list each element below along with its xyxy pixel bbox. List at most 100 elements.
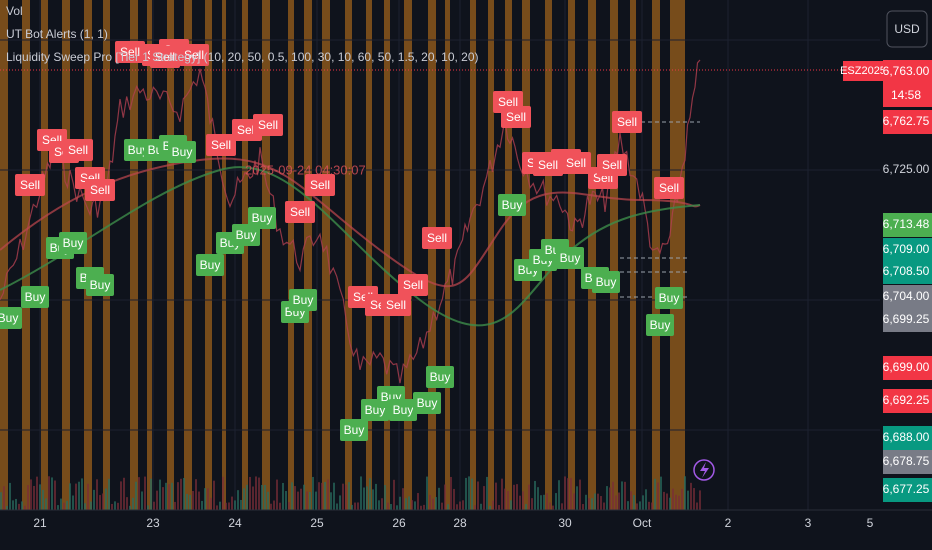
- buy-tag: [168, 141, 196, 163]
- volume-bar: [408, 496, 410, 510]
- price-tag: [883, 285, 932, 309]
- volume-bar: [219, 501, 221, 510]
- buy-tag: [86, 274, 114, 296]
- volume-bar: [165, 482, 167, 510]
- volume-bar: [423, 504, 425, 510]
- flash-icon[interactable]: [693, 459, 715, 481]
- volume-bar: [159, 479, 161, 510]
- sell-tag: [85, 179, 115, 201]
- volume-bar: [330, 492, 332, 510]
- price-label: 6,677.25: [883, 482, 930, 496]
- volume-bar: [546, 493, 548, 510]
- price-tag: [883, 450, 932, 474]
- volume-bar: [519, 495, 521, 510]
- price-label: 6,704.00: [883, 289, 930, 303]
- legend-strategy: Liquidity Sweep Pro [Tier 1 Strategy] (1…: [6, 50, 479, 64]
- volume-bar: [126, 497, 128, 510]
- volume-bar: [459, 501, 461, 510]
- volume-bar: [501, 478, 503, 510]
- signal-label: Sell: [506, 110, 526, 124]
- signal-label: Sell: [258, 118, 278, 132]
- buy-tag: [196, 254, 224, 276]
- volume-bar: [609, 487, 611, 510]
- currency[interactable]: USD: [894, 22, 920, 36]
- signal-label: Buy: [502, 198, 523, 212]
- volume-bar: [117, 502, 119, 510]
- volume-bar: [285, 491, 287, 510]
- buy-tag: [289, 289, 317, 311]
- volume-bar: [369, 478, 371, 510]
- volume-bar: [243, 488, 245, 510]
- buy-tag: [592, 271, 620, 293]
- time-label: 24: [228, 516, 242, 530]
- currency-button[interactable]: [886, 10, 928, 48]
- volume-bar: [222, 476, 224, 510]
- session-band: [84, 0, 92, 510]
- session-band: [630, 0, 636, 510]
- volume-bar: [447, 504, 449, 510]
- volume-bar: [414, 501, 416, 510]
- time-label: Oct: [633, 516, 652, 530]
- sell-tag: [422, 227, 452, 249]
- volume-bar: [621, 481, 623, 510]
- volume-bar: [270, 503, 272, 510]
- price-label: 6,688.00: [883, 430, 930, 444]
- volume-bar: [645, 489, 647, 510]
- volume-bar: [573, 493, 575, 510]
- volume-bar: [240, 499, 242, 510]
- volume-bar: [402, 488, 404, 510]
- signal-label: Sell: [184, 48, 204, 62]
- session-band: [41, 0, 48, 510]
- volume-bar: [615, 495, 617, 510]
- volume-bar: [627, 501, 629, 510]
- volume-bar: [18, 503, 20, 510]
- session-band: [0, 0, 8, 510]
- volume-bar: [687, 490, 689, 510]
- volume-bar: [156, 490, 158, 510]
- price-tag: [883, 60, 932, 84]
- buy-tag: [426, 366, 454, 388]
- signal-label: Sell: [155, 50, 175, 64]
- volume-bar: [93, 489, 95, 510]
- price-label: 6,763.00: [883, 64, 930, 78]
- session-band: [404, 0, 412, 510]
- volume-bar: [540, 495, 542, 510]
- legend-volume: Vol: [6, 4, 23, 18]
- signal-label: Sell: [602, 158, 622, 172]
- time-label: 21: [33, 516, 47, 530]
- volume-bar: [435, 497, 437, 510]
- volume-bar: [114, 501, 116, 510]
- volume-bar: [624, 481, 626, 510]
- session-band: [345, 0, 352, 510]
- volume-bar: [150, 478, 152, 510]
- volume-bar: [516, 484, 518, 510]
- session-band: [167, 0, 174, 510]
- price-label: 6,692.25: [883, 393, 930, 407]
- volume-bar: [633, 495, 635, 510]
- volume-bar: [441, 502, 443, 510]
- signal-label: Buy: [560, 251, 581, 265]
- volume-bar: [297, 491, 299, 510]
- volume-bar: [678, 495, 680, 510]
- volume-bar: [396, 505, 398, 510]
- volume-bar: [129, 505, 131, 510]
- volume-bar: [681, 488, 683, 510]
- volume-bar: [522, 491, 524, 510]
- volume-bar: [558, 480, 560, 510]
- volume-bar: [84, 503, 86, 510]
- volume-bar: [495, 482, 497, 510]
- volume-bar: [696, 502, 698, 510]
- volume-bar: [543, 494, 545, 510]
- volume-bar: [444, 484, 446, 510]
- volume-bar: [276, 479, 278, 510]
- volume-bar: [183, 477, 185, 510]
- volume-bar: [204, 488, 206, 510]
- volume-bar: [252, 486, 254, 510]
- volume-bar: [294, 486, 296, 510]
- session-band: [588, 0, 596, 510]
- volume-bar: [561, 503, 563, 510]
- signal-label: Buy: [430, 370, 451, 384]
- volume-bar: [354, 502, 356, 510]
- volume-bar: [207, 488, 209, 510]
